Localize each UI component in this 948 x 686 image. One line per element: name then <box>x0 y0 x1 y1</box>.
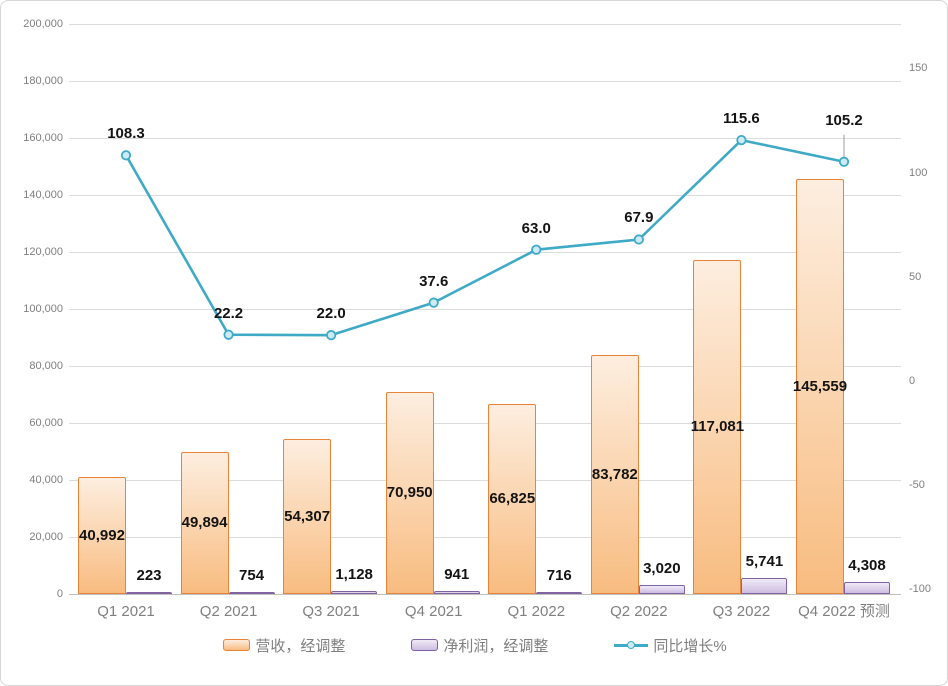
legend-item-profit: 净利润，经调整 <box>411 635 548 656</box>
right-axis-tick: 0 <box>909 375 916 387</box>
profit-bar <box>638 585 685 594</box>
profit-value-label: 941 <box>444 566 470 584</box>
revenue-value-label: 117,081 <box>690 418 745 436</box>
revenue-value-label: 70,950 <box>386 483 433 501</box>
profit-value-label: 716 <box>546 566 572 584</box>
revenue-value-label: 54,307 <box>284 507 331 525</box>
revenue-bar <box>283 439 332 594</box>
category-label: Q4 2022 预测 <box>798 603 890 620</box>
profit-bar <box>536 591 583 594</box>
left-axis-tick: 20,000 <box>29 531 63 543</box>
growth-point-marker <box>223 329 234 340</box>
legend-item-revenue: 营收，经调整 <box>223 635 345 656</box>
category-label: Q3 2021 <box>302 603 360 620</box>
growth-value-label: 108.3 <box>107 125 145 143</box>
revenue-value-label: 145,559 <box>792 377 848 395</box>
category-label: Q1 2022 <box>507 603 566 620</box>
revenue-bar <box>180 451 229 594</box>
profit-bar <box>741 577 788 594</box>
category-label: Q4 2021 <box>404 603 463 620</box>
growth-point-marker <box>736 134 747 146</box>
left-axis-tick: 100,000 <box>23 303 63 315</box>
profit-bar <box>331 590 378 594</box>
right-axis-tick: 150 <box>909 62 928 75</box>
category-label: Q3 2022 <box>712 603 771 620</box>
growth-point-marker <box>120 150 132 161</box>
profit-value-label: 5,741 <box>745 552 784 570</box>
profit-bar <box>843 581 890 594</box>
category-label: Q2 2022 <box>610 603 668 620</box>
revenue-bar <box>385 391 434 594</box>
gridline <box>69 138 901 139</box>
gridline <box>69 195 901 196</box>
growth-value-label: 115.6 <box>723 110 760 128</box>
gridline <box>69 537 901 538</box>
right-axis-tick: 50 <box>909 270 922 283</box>
gridline <box>69 366 901 367</box>
chart-legend: 营收，经调整 净利润，经调整 同比增长% <box>1 629 947 661</box>
left-axis-tick: 200,000 <box>23 18 63 30</box>
profit-value-label: 4,308 <box>848 556 886 574</box>
legend-label-profit: 净利润，经调整 <box>443 637 549 655</box>
profit-bar <box>433 591 480 594</box>
growth-value-label: 37.6 <box>419 272 449 290</box>
revenue-value-label: 66,825 <box>489 489 536 507</box>
right-axis-tick: -100 <box>909 583 932 596</box>
left-axis-tick: 180,000 <box>23 75 63 87</box>
gridline <box>69 423 901 424</box>
growth-point-marker <box>326 330 337 341</box>
left-axis-tick: 80,000 <box>29 360 63 372</box>
legend-item-growth: 同比增长% <box>614 635 727 656</box>
profit-value-label: 3,020 <box>643 560 681 578</box>
revenue-swatch-icon <box>223 639 251 651</box>
growth-value-label: 63.0 <box>521 219 551 237</box>
growth-value-label: 22.0 <box>316 305 346 323</box>
growth-point-marker <box>531 244 542 255</box>
legend-label-revenue: 营收，经调整 <box>255 637 346 655</box>
legend-label-growth: 同比增长% <box>653 637 727 655</box>
profit-value-label: 754 <box>239 566 265 584</box>
growth-line <box>124 138 845 337</box>
revenue-bar <box>488 403 537 594</box>
profit-bar <box>126 592 172 594</box>
left-axis-tick: 120,000 <box>23 246 63 258</box>
x-axis-line <box>69 594 901 595</box>
growth-point-marker <box>428 297 439 308</box>
category-label: Q1 2021 <box>97 603 155 620</box>
right-axis-tick: 100 <box>909 166 928 179</box>
profit-bar <box>228 591 275 594</box>
left-axis-tick: 60,000 <box>29 417 63 429</box>
profit-swatch-icon <box>411 639 439 651</box>
revenue-bar <box>590 355 639 594</box>
gridline <box>69 309 901 310</box>
growth-value-label: 22.2 <box>213 304 244 322</box>
growth-point-marker <box>633 234 644 245</box>
category-label: Q2 2021 <box>199 603 258 620</box>
profit-value-label: 1,128 <box>335 565 373 583</box>
revenue-bar <box>78 477 126 594</box>
growth-value-label: 67.9 <box>624 209 654 227</box>
growth-point-marker <box>838 156 850 167</box>
growth-line-marker-icon <box>614 639 649 651</box>
left-axis-tick: 160,000 <box>23 132 63 144</box>
left-axis-tick: 40,000 <box>29 474 63 486</box>
right-axis-tick: -50 <box>909 479 925 492</box>
revenue-value-label: 83,782 <box>591 465 638 483</box>
growth-value-label: 105.2 <box>825 111 863 129</box>
revenue-value-label: 40,992 <box>79 526 125 544</box>
left-axis-tick: 140,000 <box>23 189 63 201</box>
gridline <box>69 81 901 82</box>
gridline <box>69 252 901 253</box>
revenue-bar <box>795 179 844 594</box>
left-axis-tick: 0 <box>56 588 63 600</box>
gridline <box>69 24 901 25</box>
profit-value-label: 223 <box>136 567 162 584</box>
revenue-bar <box>693 260 742 594</box>
gridline <box>69 480 901 481</box>
revenue-value-label: 49,894 <box>181 513 228 531</box>
